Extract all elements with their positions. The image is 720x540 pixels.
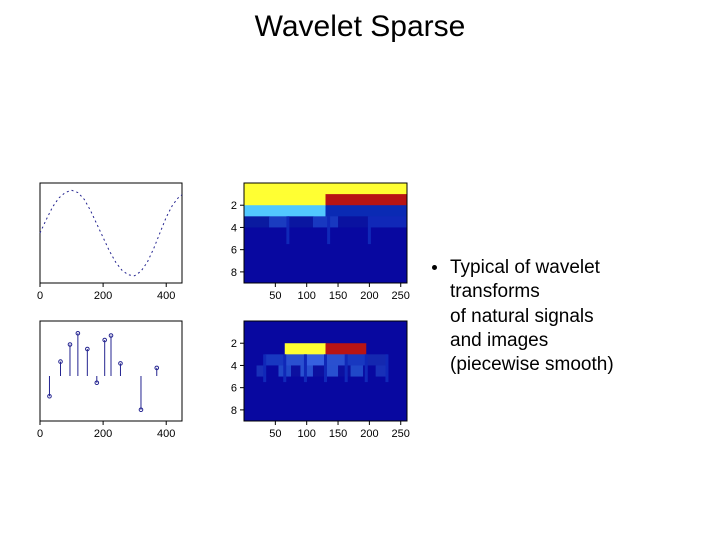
signal-plot-top: 0 200 400 [18, 175, 188, 305]
svg-text:100: 100 [298, 290, 316, 302]
heatmap-top: 2 4 6 8 50 100 150 200 250 [220, 175, 415, 305]
svg-text:50: 50 [269, 290, 281, 302]
heatmap-bottom: 2 4 6 8 50 100 150 200 250 [220, 313, 415, 443]
svg-text:8: 8 [231, 405, 237, 417]
svg-text:50: 50 [269, 428, 281, 440]
svg-text:250: 250 [392, 428, 410, 440]
svg-text:250: 250 [392, 290, 410, 302]
svg-text:2: 2 [231, 338, 237, 350]
svg-text:200: 200 [360, 428, 378, 440]
svg-text:8: 8 [231, 267, 237, 279]
bullet-text: Typical of wavelet transforms of natural… [450, 256, 710, 378]
bullet-line-5: (piecewise smooth) [450, 354, 614, 375]
svg-text:0: 0 [37, 290, 43, 302]
svg-text:400: 400 [157, 290, 175, 302]
svg-text:6: 6 [231, 245, 237, 257]
signal-plot-bottom: 0 200 400 [18, 313, 188, 443]
svg-text:150: 150 [329, 428, 347, 440]
bullet-dot-icon [432, 265, 437, 270]
svg-text:4: 4 [231, 360, 237, 372]
svg-text:200: 200 [94, 428, 112, 440]
bullet-line-3: of natural signals [450, 306, 594, 327]
page-title: Wavelet Sparse [0, 10, 720, 44]
svg-text:4: 4 [231, 222, 237, 234]
svg-text:0: 0 [37, 428, 43, 440]
svg-text:100: 100 [298, 428, 316, 440]
svg-text:400: 400 [157, 428, 175, 440]
bullet-line-4: and images [450, 330, 548, 351]
svg-text:2: 2 [231, 200, 237, 212]
bullet-line-2: transforms [450, 281, 540, 302]
bullet-line-1: Typical of wavelet [450, 257, 600, 278]
svg-text:150: 150 [329, 290, 347, 302]
svg-text:200: 200 [94, 290, 112, 302]
svg-text:200: 200 [360, 290, 378, 302]
svg-text:6: 6 [231, 383, 237, 395]
